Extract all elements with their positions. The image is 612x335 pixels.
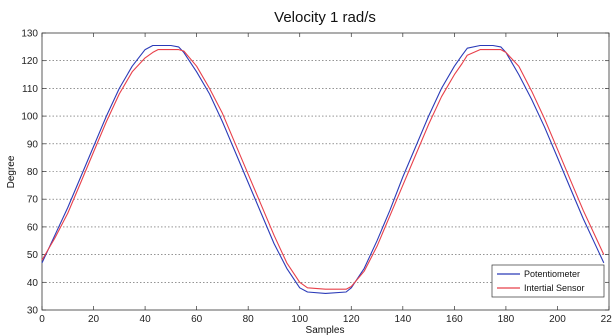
x-tick-label-120: 120 (343, 314, 360, 325)
y-tick-label-130: 130 (21, 29, 38, 40)
x-tick-label-160: 160 (446, 314, 463, 325)
legend-label-intertial-sensor: Intertial Sensor (524, 283, 585, 293)
x-tick-label-40: 40 (140, 314, 152, 325)
series-layer (41, 44, 605, 294)
y-tick-label-80: 80 (27, 167, 39, 178)
chart-title: Velocity 1 rad/s (274, 9, 376, 26)
y-tick-label-60: 60 (27, 222, 39, 233)
x-tick-label-200: 200 (549, 314, 566, 325)
y-tick-label-30: 30 (27, 306, 39, 317)
x-tick-label-180: 180 (498, 314, 515, 325)
x-tick-label-20: 20 (88, 314, 100, 325)
x-tick-label-140: 140 (394, 314, 411, 325)
legend-box (491, 264, 605, 298)
x-tick-label-100: 100 (291, 314, 308, 325)
y-tick-label-40: 40 (27, 278, 39, 289)
legend: Potentiometer Intertial Sensor (491, 264, 605, 298)
x-tick-label-0: 0 (39, 314, 45, 325)
y-axis-label: Degree (6, 155, 17, 188)
x-tick-label-60: 60 (191, 314, 203, 325)
y-tick-label-120: 120 (21, 56, 38, 67)
x-tick-label-80: 80 (243, 314, 255, 325)
y-tick-label-110: 110 (22, 84, 38, 95)
y-tick-label-70: 70 (27, 195, 39, 206)
x-tick-label-220: 220 (601, 314, 612, 325)
y-tick-label-90: 90 (27, 139, 39, 150)
series-line-intertial-sensor (41, 49, 605, 290)
axis-ticks: 30 40 50 60 70 80 90 100 110 120 130 0 20 40 60 80 100 12… (21, 29, 612, 326)
legend-label-potentiometer: Potentiometer (524, 269, 580, 279)
y-tick-label-50: 50 (27, 250, 39, 261)
x-axis-label: Samples (306, 325, 345, 335)
y-tick-label-100: 100 (21, 112, 38, 123)
